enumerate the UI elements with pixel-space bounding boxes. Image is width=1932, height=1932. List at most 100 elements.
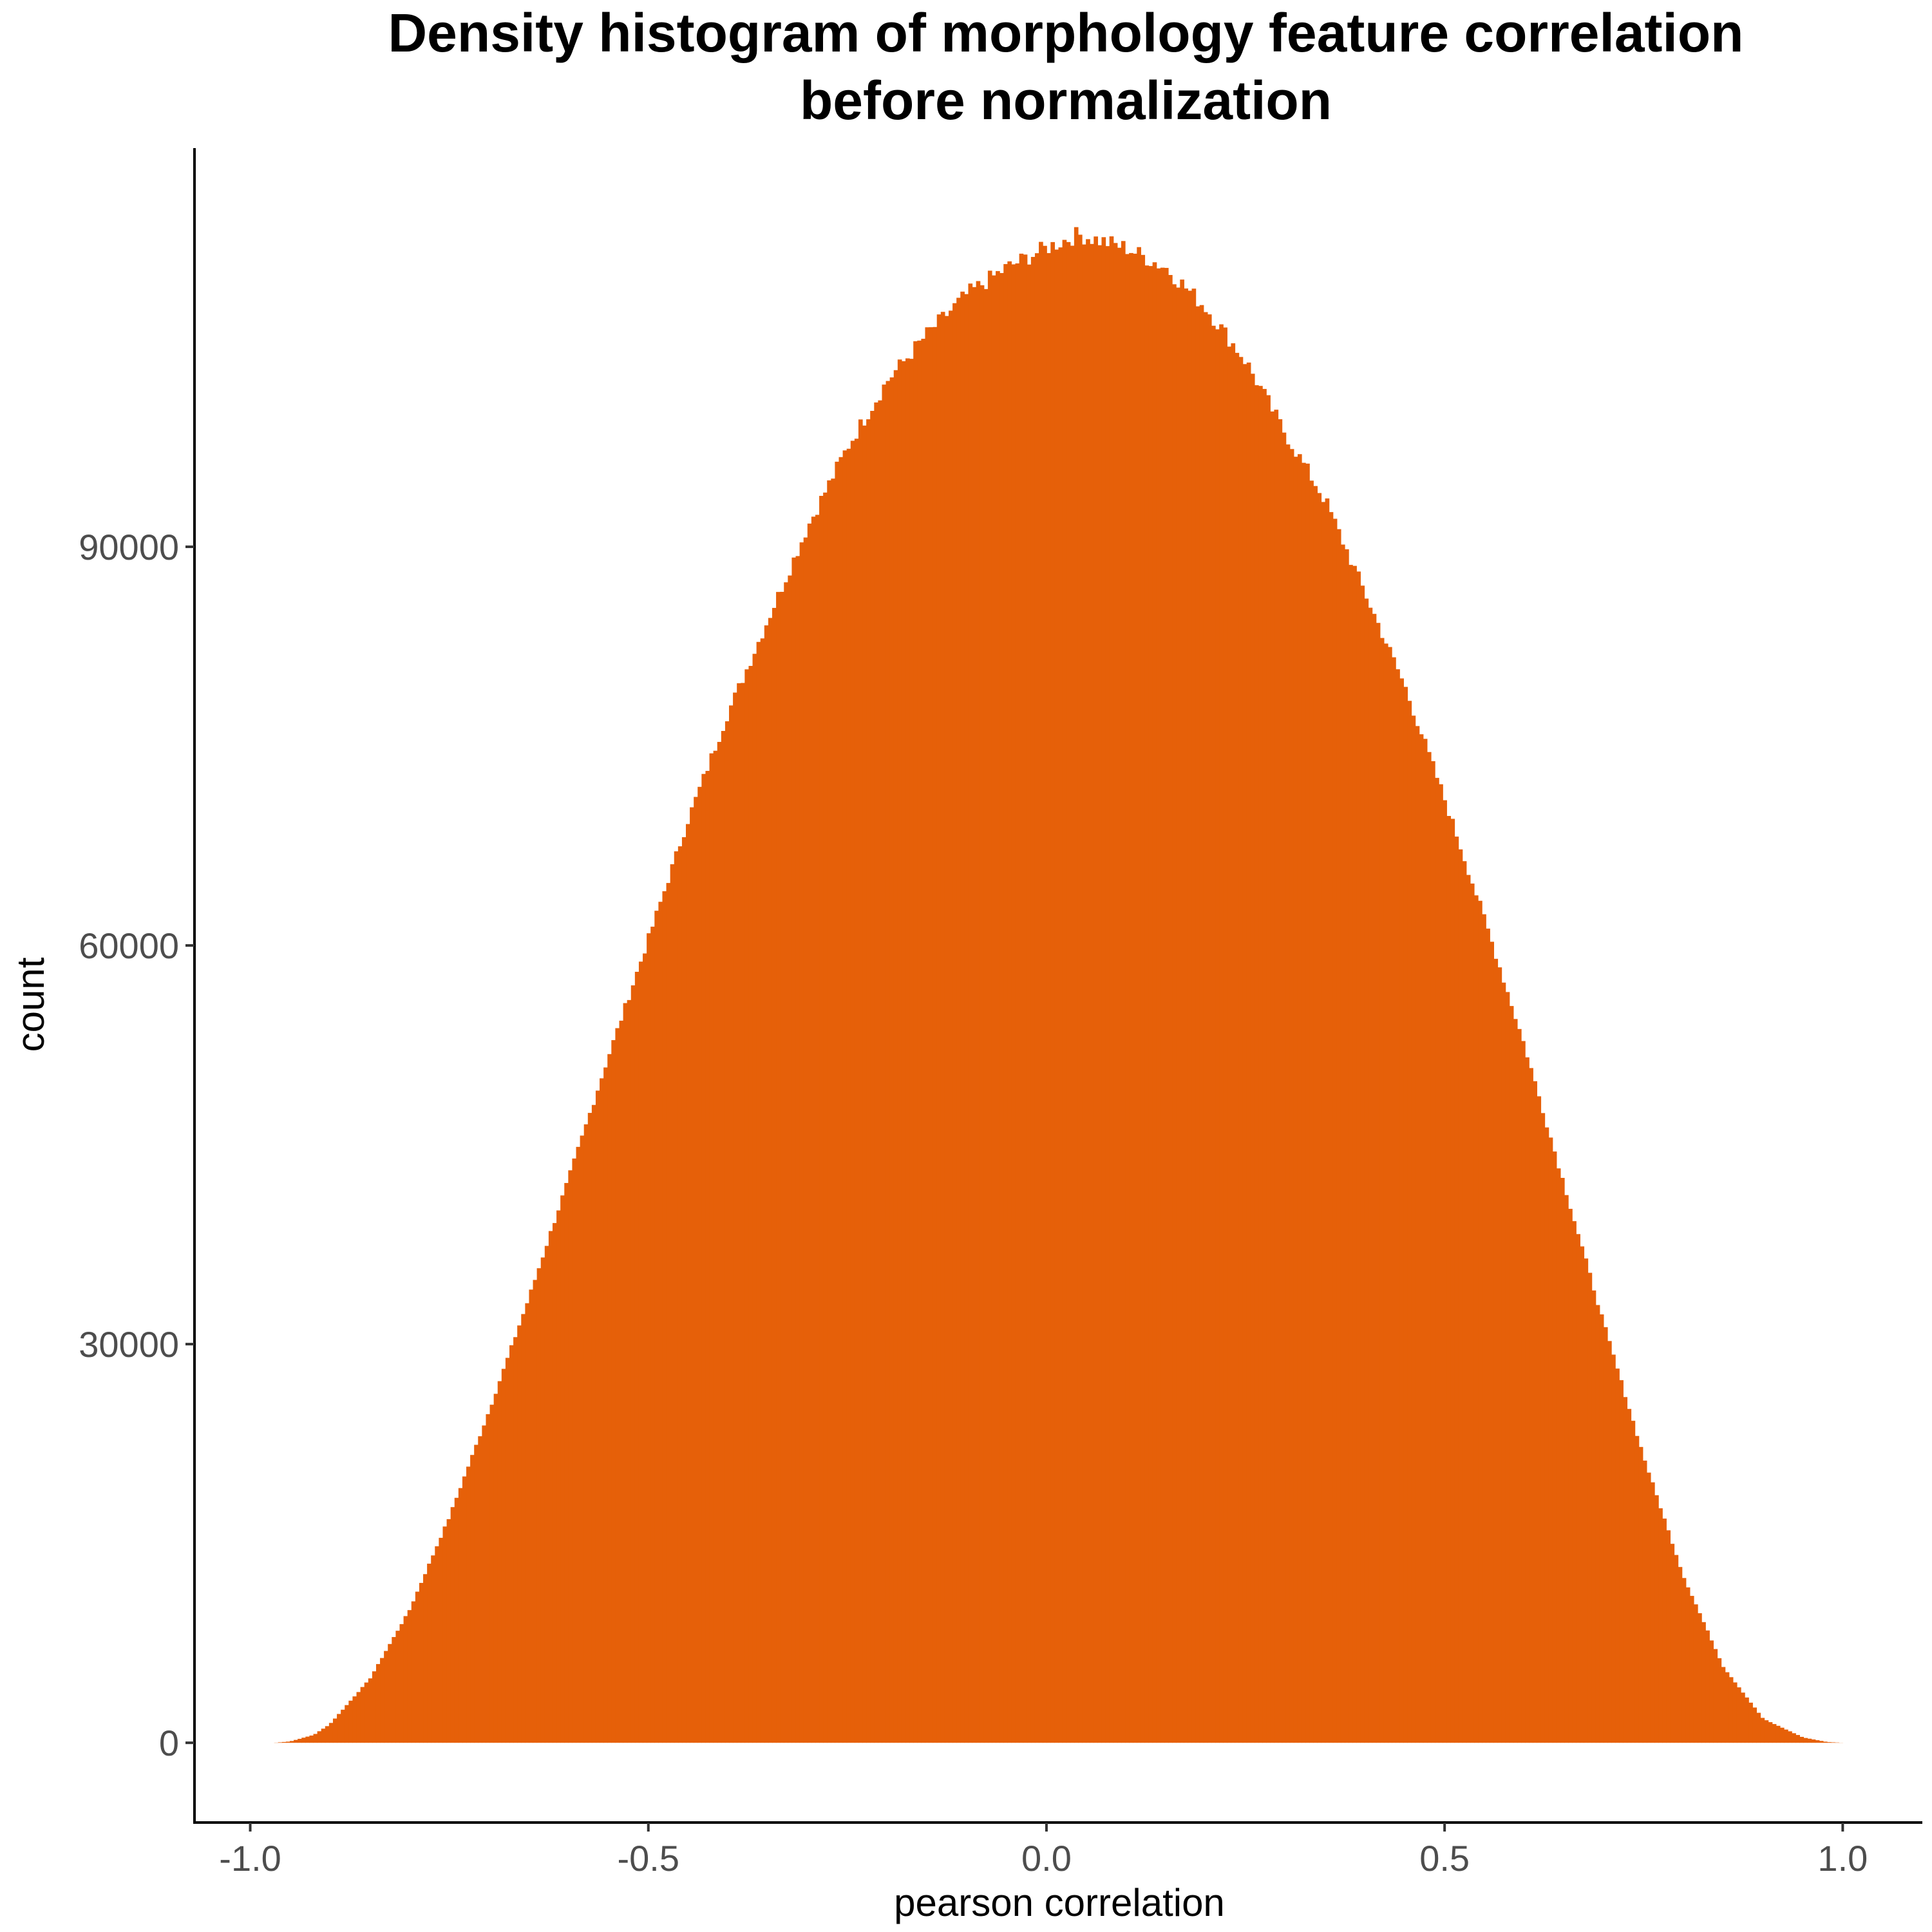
histogram-bar bbox=[1180, 279, 1184, 1743]
histogram-bar bbox=[1148, 266, 1153, 1743]
histogram-bar bbox=[1062, 240, 1067, 1743]
histogram-bar bbox=[341, 1709, 345, 1743]
histogram-bar bbox=[1129, 252, 1133, 1743]
histogram-bar bbox=[1509, 1006, 1514, 1743]
histogram-bar bbox=[1454, 837, 1459, 1743]
histogram-bar bbox=[1043, 245, 1047, 1743]
histogram-bar bbox=[709, 753, 714, 1743]
histogram-bar bbox=[1160, 267, 1165, 1743]
histogram-bar bbox=[552, 1223, 557, 1743]
histogram-bar bbox=[1195, 306, 1200, 1743]
histogram-bar bbox=[1698, 1613, 1702, 1743]
histogram-bar bbox=[1340, 544, 1345, 1743]
histogram-bar bbox=[1105, 246, 1110, 1743]
histogram-bar bbox=[1293, 457, 1298, 1743]
histogram-bar bbox=[650, 926, 655, 1743]
x-tick-label: 0.0 bbox=[1021, 1838, 1072, 1879]
histogram-bar bbox=[980, 285, 985, 1743]
histogram-bar bbox=[917, 340, 922, 1743]
histogram-bar bbox=[1478, 900, 1482, 1743]
histogram-bar bbox=[929, 327, 934, 1743]
histogram-bar bbox=[439, 1537, 444, 1743]
histogram-bar bbox=[724, 721, 730, 1743]
histogram-bar bbox=[788, 575, 793, 1743]
histogram-bar bbox=[466, 1466, 471, 1743]
histogram-bar bbox=[509, 1345, 514, 1743]
histogram-bar bbox=[1823, 1741, 1828, 1743]
histogram-bar bbox=[364, 1682, 369, 1743]
histogram-bar bbox=[305, 1736, 310, 1743]
histogram-bar bbox=[1046, 253, 1051, 1743]
histogram-bar bbox=[1819, 1741, 1824, 1743]
histogram-bar bbox=[681, 837, 687, 1743]
histogram-bar bbox=[431, 1555, 435, 1743]
histogram-bar bbox=[795, 556, 800, 1743]
histogram-bar bbox=[1050, 242, 1056, 1743]
x-tick-label: 1.0 bbox=[1817, 1838, 1868, 1879]
histogram-bar bbox=[1587, 1273, 1593, 1743]
histogram-bar bbox=[497, 1381, 502, 1743]
histogram-bar bbox=[854, 439, 859, 1743]
histogram-bar bbox=[1807, 1738, 1812, 1743]
histogram-bar bbox=[317, 1731, 322, 1743]
histogram-bar bbox=[752, 654, 757, 1743]
x-tick-label: -0.5 bbox=[618, 1838, 680, 1879]
histogram-bar bbox=[1423, 739, 1428, 1743]
histogram-bar bbox=[395, 1631, 401, 1743]
histogram-bar bbox=[1030, 256, 1036, 1743]
histogram-bar bbox=[1368, 607, 1373, 1743]
histogram-bar bbox=[697, 786, 702, 1743]
histogram-bar bbox=[1309, 480, 1314, 1743]
histogram-bar bbox=[446, 1519, 451, 1743]
histogram-bar bbox=[1501, 982, 1506, 1743]
histogram-bar bbox=[290, 1741, 294, 1743]
histogram-bar bbox=[1066, 242, 1071, 1743]
histogram-bar bbox=[419, 1582, 424, 1743]
histogram-bar bbox=[1097, 245, 1103, 1743]
histogram-bar bbox=[760, 638, 765, 1743]
histogram-bar bbox=[1297, 454, 1302, 1743]
histogram-bar bbox=[1713, 1649, 1718, 1743]
histogram-bar bbox=[1572, 1221, 1577, 1743]
histogram-bar bbox=[1529, 1068, 1533, 1743]
histogram-bar bbox=[521, 1314, 526, 1743]
histogram-bar bbox=[1799, 1736, 1804, 1743]
histogram-bar bbox=[474, 1444, 478, 1743]
histogram-bar bbox=[1141, 254, 1146, 1743]
histogram-bar bbox=[996, 270, 1000, 1743]
histogram-bar bbox=[1321, 502, 1326, 1743]
histogram-bar bbox=[623, 1003, 628, 1743]
histogram-bar bbox=[1803, 1738, 1808, 1743]
histogram-bar bbox=[1074, 227, 1079, 1743]
histogram-bar bbox=[1360, 585, 1365, 1743]
histogram-bar bbox=[294, 1739, 298, 1743]
histogram-bar bbox=[940, 312, 945, 1743]
histogram-bar bbox=[1392, 657, 1396, 1743]
histogram-bar bbox=[1231, 343, 1236, 1743]
histogram-bar bbox=[1493, 958, 1499, 1743]
histogram-bar bbox=[1027, 264, 1032, 1743]
histogram-bar bbox=[611, 1040, 616, 1743]
histogram-bar bbox=[999, 272, 1004, 1743]
histogram-bar bbox=[403, 1616, 408, 1743]
histogram-bar bbox=[1317, 493, 1322, 1743]
histogram-bar bbox=[1473, 895, 1479, 1743]
histogram-bar bbox=[729, 705, 734, 1743]
histogram-bar bbox=[1627, 1408, 1632, 1743]
histogram-bar bbox=[768, 618, 773, 1743]
histogram-bar bbox=[1580, 1246, 1585, 1743]
histogram-bar bbox=[1497, 967, 1502, 1743]
histogram-bar bbox=[1117, 247, 1122, 1743]
histogram-bar bbox=[776, 592, 781, 1743]
histogram-bar bbox=[1274, 410, 1279, 1743]
histogram-bar bbox=[901, 361, 906, 1743]
histogram-bar bbox=[591, 1104, 596, 1743]
histogram-bar bbox=[1191, 289, 1197, 1743]
histogram-bar bbox=[838, 457, 844, 1743]
histogram-bar bbox=[501, 1368, 506, 1743]
histogram-bar bbox=[1125, 254, 1130, 1743]
histogram-bar bbox=[356, 1692, 361, 1743]
histogram-bar bbox=[1540, 1113, 1546, 1743]
histogram-bar bbox=[1372, 614, 1377, 1743]
histogram-bar bbox=[1109, 236, 1114, 1743]
